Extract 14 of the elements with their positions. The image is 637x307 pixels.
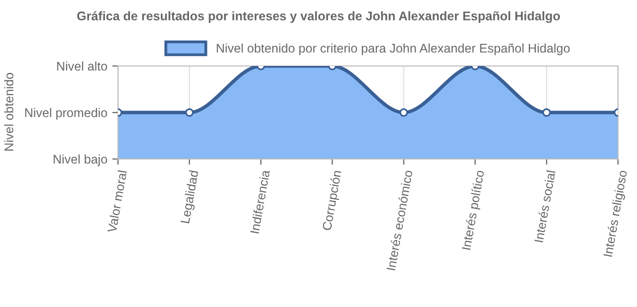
x-tick-label: Valor moral xyxy=(107,170,127,233)
x-tick-label: Interés religioso xyxy=(602,170,630,258)
x-tick-label: Interés político xyxy=(461,170,487,250)
x-tick-label: Interés social xyxy=(534,170,556,242)
x-tick-label: Legalidad xyxy=(180,170,201,224)
chart-title: Gráfica de resultados por intereses y valores de John Alexander Español Hidalgo xyxy=(77,11,560,23)
text: Nivel bajo xyxy=(54,154,108,166)
text: Nivel alto xyxy=(57,61,108,71)
text: Nivel promedio xyxy=(25,108,108,120)
x-tick-label: Indiferencia xyxy=(250,169,270,234)
text: Nivel obtenido xyxy=(4,72,14,151)
x-tick-label: Corrupción xyxy=(322,170,344,232)
legend-label: Nivel obtenido por criterio para John Alexander Español Hidalgo xyxy=(216,43,570,56)
x-tick-label: Interés económico xyxy=(386,170,413,270)
